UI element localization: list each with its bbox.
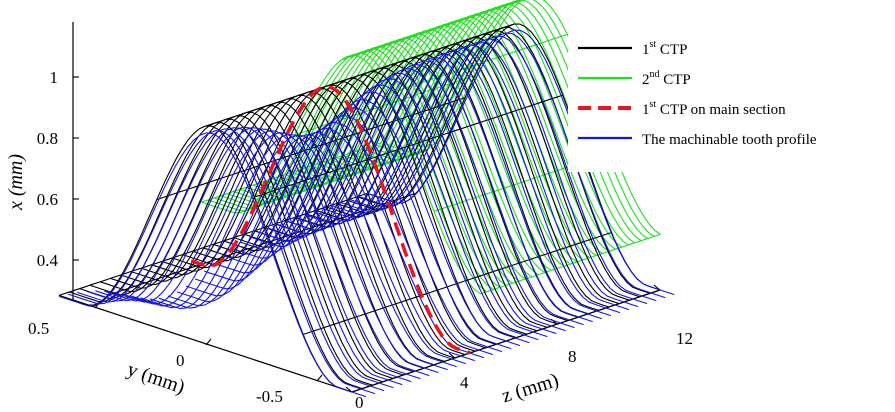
surface-ctp1-mesh-line <box>58 192 368 296</box>
legend-label-ctp1-sup: st <box>650 39 657 50</box>
y-tick-mark <box>316 374 323 382</box>
x-tick-label: 1 <box>50 68 59 87</box>
surface-machinable-line <box>222 91 530 344</box>
legend-label-ctp1-main: 1st CTP on main section <box>642 99 786 118</box>
surface-machinable-line <box>213 99 521 347</box>
z-tick-label: 4 <box>460 373 469 392</box>
x-tick-labels: 1 0.8 0.6 0.4 <box>37 68 59 270</box>
surface-machinable <box>58 29 675 398</box>
y-tick-label: 0.5 <box>28 319 49 338</box>
legend-label-ctp1: 1st CTP <box>642 39 687 58</box>
surface-machinable-line <box>104 127 412 383</box>
surface-ctp1-mesh-line <box>205 23 515 127</box>
surface-machinable-line <box>240 78 548 338</box>
y-tick-label: 0 <box>176 351 185 370</box>
legend-label-machinable-text: The machinable tooth profile <box>642 132 817 148</box>
x-tick-label: 0.8 <box>37 129 58 148</box>
legend-background <box>568 32 895 172</box>
y-axis-line <box>72 299 353 393</box>
z-tick-label: 8 <box>568 347 577 366</box>
surface-machinable-line <box>258 68 566 332</box>
legend-label-ctp2: 2nd CTP <box>642 69 691 88</box>
y-tick-labels: 0.5 0 -0.5 <box>28 319 283 406</box>
legend-label-ctp1-main-post: CTP on main section <box>656 102 786 118</box>
legend-label-ctp1-pre: 1 <box>642 42 650 58</box>
surfaces-plot-area <box>58 0 675 398</box>
legend-label-machinable: The machinable tooth profile <box>642 132 817 148</box>
legend: 1st CTP 2nd CTP 1st CTP on main section … <box>568 32 895 172</box>
surface-machinable-line <box>249 72 557 335</box>
x-tick-label: 0.4 <box>37 251 59 270</box>
surface-machinable-line <box>204 107 512 350</box>
z-tick-label: 0 <box>355 393 364 412</box>
y-tick-label: -0.5 <box>256 387 283 406</box>
surface-machinable-line <box>113 128 421 380</box>
surface-machinable-line <box>67 130 376 395</box>
surface-machinable-line <box>167 131 475 362</box>
legend-label-ctp1-post: CTP <box>656 42 687 58</box>
surface-ctp2-mesh-line <box>480 233 661 295</box>
z-tick-labels: 0 4 8 12 <box>355 329 693 412</box>
legend-label-ctp2-sup: nd <box>650 69 660 80</box>
y-tick-mark <box>205 338 212 346</box>
legend-label-ctp1-main-sup: st <box>650 99 657 110</box>
legend-label-ctp2-pre: 2 <box>642 72 650 88</box>
surface-machinable-line <box>176 127 485 359</box>
surface-machinable-line <box>95 126 403 386</box>
surface-machinable-line <box>122 130 430 377</box>
legend-label-ctp2-post: CTP <box>660 72 691 88</box>
surface-ctp2-mesh-line <box>340 0 522 61</box>
legend-label-ctp1-main-pre: 1 <box>642 102 650 118</box>
curve-ctp1-main-section <box>190 84 471 355</box>
z-axis-label: z (mm) <box>499 369 561 407</box>
surface-machinable-line <box>58 132 367 398</box>
z-tick-label: 12 <box>676 329 693 348</box>
x-tick-label: 0.6 <box>37 190 58 209</box>
surface-machinable-line <box>367 29 675 296</box>
surface-machinable-line <box>358 32 666 299</box>
surface-ctp1-mesh-line <box>254 94 563 198</box>
surface-ctp1-mesh-line <box>303 231 612 336</box>
surface-machinable-line <box>77 128 385 392</box>
x-axis-label: x (mm) <box>5 154 27 211</box>
surface-machinable-line <box>140 133 448 371</box>
